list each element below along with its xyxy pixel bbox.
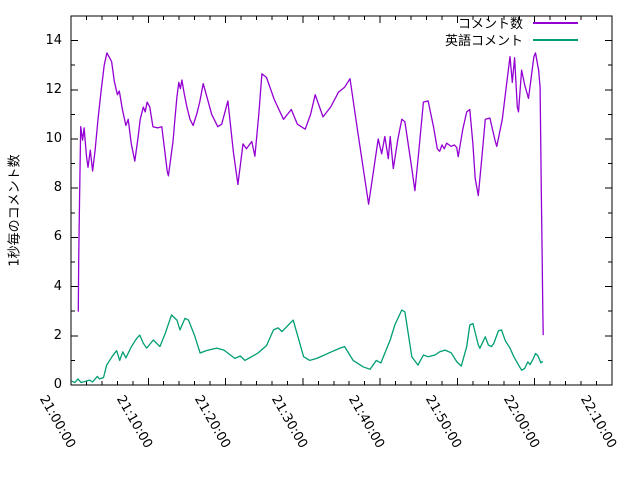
legend-label-comments: コメント数 (457, 17, 523, 32)
y-tick-label: 8 (53, 180, 62, 196)
y-tick-label: 14 (45, 32, 62, 48)
series-line-comments (77, 52, 544, 336)
plot-border (70, 15, 613, 386)
y-tick-label: 4 (53, 278, 62, 294)
y-tick-label: 6 (53, 229, 62, 245)
legend-row-comments: コメント数 (457, 15, 578, 32)
legend-line-sample-comments (533, 21, 578, 24)
y-tick-label: 10 (45, 131, 62, 146)
y-axis-label-wrap: 1秒毎のコメント数 (0, 0, 26, 420)
y-axis-label: 1秒毎のコメント数 (7, 153, 23, 267)
y-tick-label: 12 (45, 81, 62, 97)
legend-label-english-comments: 英語コメント (444, 34, 523, 49)
legend: コメント数 英語コメント (444, 15, 578, 49)
y-tick-label: 0 (53, 377, 62, 392)
series-line-english-comments (71, 309, 544, 384)
legend-row-english-comments: 英語コメント (444, 32, 578, 49)
legend-line-sample-english-comments (533, 38, 578, 41)
y-tick-label: 2 (53, 327, 62, 343)
